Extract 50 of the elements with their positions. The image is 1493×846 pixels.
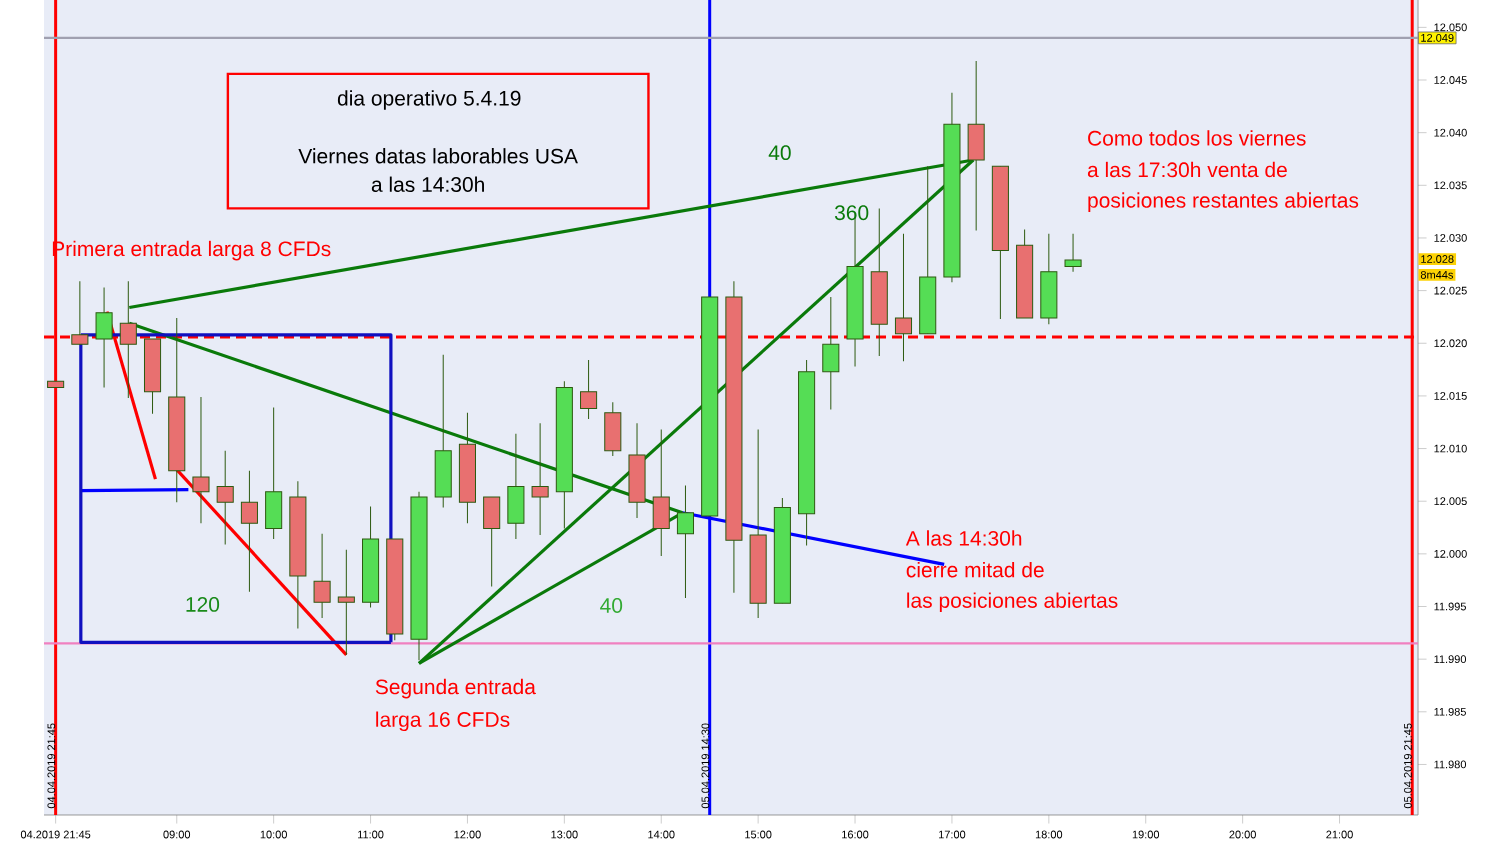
annotation: A las 14:30h (905, 530, 1022, 546)
annotation: 360 (834, 205, 869, 221)
x-tick-label: 20:00 (1229, 830, 1256, 839)
y-tick-label: 12.030 (1434, 234, 1467, 242)
annotation: 120 (186, 596, 220, 612)
annotation: posiciones restantes abiertas (1088, 192, 1359, 212)
y-tick-label: 12.025 (1434, 286, 1467, 295)
y-tick-label: 12.020 (1434, 339, 1467, 348)
annotation: a las 14:30h (371, 176, 484, 192)
x-tick-label: 15:00 (745, 830, 772, 839)
y-tick-label: 12.000 (1434, 549, 1467, 558)
y-tick-label: 11.995 (1434, 602, 1466, 611)
x-tick-label: 18:00 (1035, 830, 1063, 839)
x-tick-label: 16:00 (842, 830, 869, 839)
annotation: Viernes datas laborables USA (298, 148, 578, 164)
x-tick-label: 11:00 (358, 830, 384, 839)
y-tick-label: 11.990 (1434, 655, 1467, 664)
y-tick-label: 11.980 (1434, 760, 1467, 769)
y-tick-label: 12.050 (1434, 23, 1467, 32)
x-tick-label: 09:00 (163, 830, 191, 839)
x-tick-label: 10:00 (260, 830, 287, 839)
y-tick-label: 11.985 (1434, 707, 1466, 716)
annotation: cierre mitad de (906, 561, 1044, 578)
x-tick-label: 21:00 (1326, 830, 1353, 839)
x-tick-label: 14:00 (648, 830, 675, 839)
annotation: 05.04.2019 14:30 (701, 723, 710, 809)
annotation: dia operativo 5.4.19 (337, 90, 521, 110)
y-tick-label: 12.035 (1434, 181, 1467, 190)
x-tick-label: 19:00 (1132, 830, 1160, 839)
x-tick-label: 12:00 (454, 830, 481, 839)
annotation: las posiciones abiertas (907, 592, 1118, 613)
y-tick-label: 12.010 (1434, 444, 1467, 453)
annotation: 04.04.2019 21:45 (47, 723, 56, 809)
annotation: Segunda entrada (375, 678, 536, 699)
x-tick-label: 04.2019 21:45 (20, 830, 91, 839)
annotation: larga 16 CFDs (376, 711, 510, 732)
y-tick-label: 12.015 (1434, 392, 1467, 400)
y-tick-label: 12.005 (1434, 497, 1467, 506)
text: 12.028 (1421, 255, 1454, 263)
y-tick-label: 12.045 (1434, 76, 1467, 84)
annotation: 40 (600, 598, 623, 613)
x-tick-label: 17:00 (939, 830, 966, 839)
annotation: a las 17:30h venta de (1087, 161, 1287, 178)
y-tick-label: 12.040 (1434, 128, 1467, 137)
annotation: 40 (768, 145, 791, 161)
ref-line-label: 12.049 (1421, 33, 1454, 42)
x-tick-label: 13:00 (551, 830, 578, 839)
annotation: Como todos los viernes (1088, 130, 1306, 146)
annotation: 05.04.2019 21:45 (1404, 723, 1412, 809)
text: 8m44s (1420, 270, 1454, 279)
